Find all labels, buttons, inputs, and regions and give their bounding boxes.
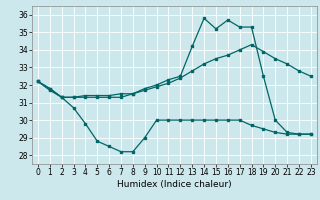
X-axis label: Humidex (Indice chaleur): Humidex (Indice chaleur) <box>117 180 232 189</box>
